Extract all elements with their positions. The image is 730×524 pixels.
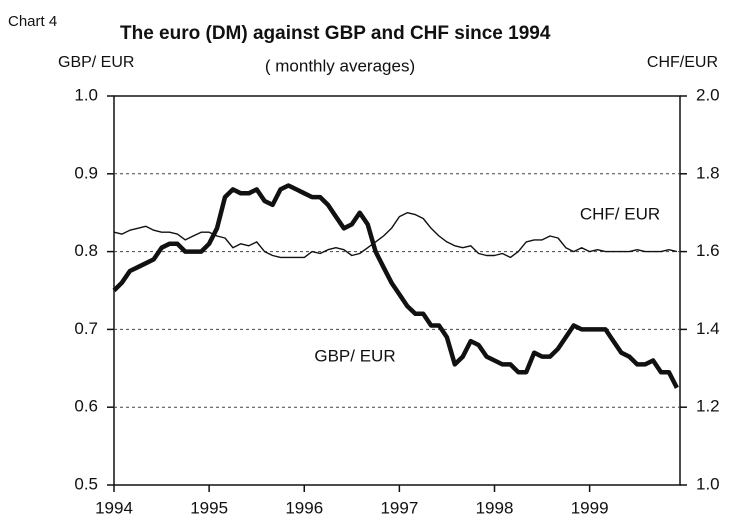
- y2-tick-label: 2.0: [696, 85, 720, 104]
- series-line: [113, 212, 678, 259]
- y-tick-label: 1.0: [74, 85, 98, 104]
- x-tick-label: 1995: [190, 498, 228, 517]
- series-line: [112, 183, 679, 389]
- x-tick-label: 1994: [95, 498, 133, 517]
- chart-label: Chart 4: [8, 13, 57, 30]
- y2-tick-label: 1.4: [696, 319, 720, 338]
- chart-subtitle: ( monthly averages): [265, 56, 415, 75]
- x-tick-label: 1997: [380, 498, 418, 517]
- y-tick-label: 0.9: [74, 163, 98, 182]
- chart-title: The euro (DM) against GBP and CHF since …: [120, 23, 551, 44]
- x-tick-label: 1996: [285, 498, 323, 517]
- y2-tick-label: 1.8: [696, 163, 720, 182]
- y2-axis-label: CHF/EUR: [647, 54, 718, 71]
- x-tick-label: 1999: [571, 498, 609, 517]
- series-label: GBP/ EUR: [314, 346, 395, 365]
- y2-tick-label: 1.2: [696, 397, 720, 416]
- y-tick-label: 0.7: [74, 319, 98, 338]
- y-tick-label: 0.5: [74, 474, 98, 493]
- y-axis-label: GBP/ EUR: [58, 54, 134, 71]
- y-tick-label: 0.6: [74, 397, 98, 416]
- y2-tick-label: 1.6: [696, 241, 720, 260]
- y2-tick-label: 1.0: [696, 474, 720, 493]
- x-tick-label: 1998: [476, 498, 514, 517]
- y-tick-label: 0.8: [74, 241, 98, 260]
- series-label: CHF/ EUR: [580, 204, 660, 223]
